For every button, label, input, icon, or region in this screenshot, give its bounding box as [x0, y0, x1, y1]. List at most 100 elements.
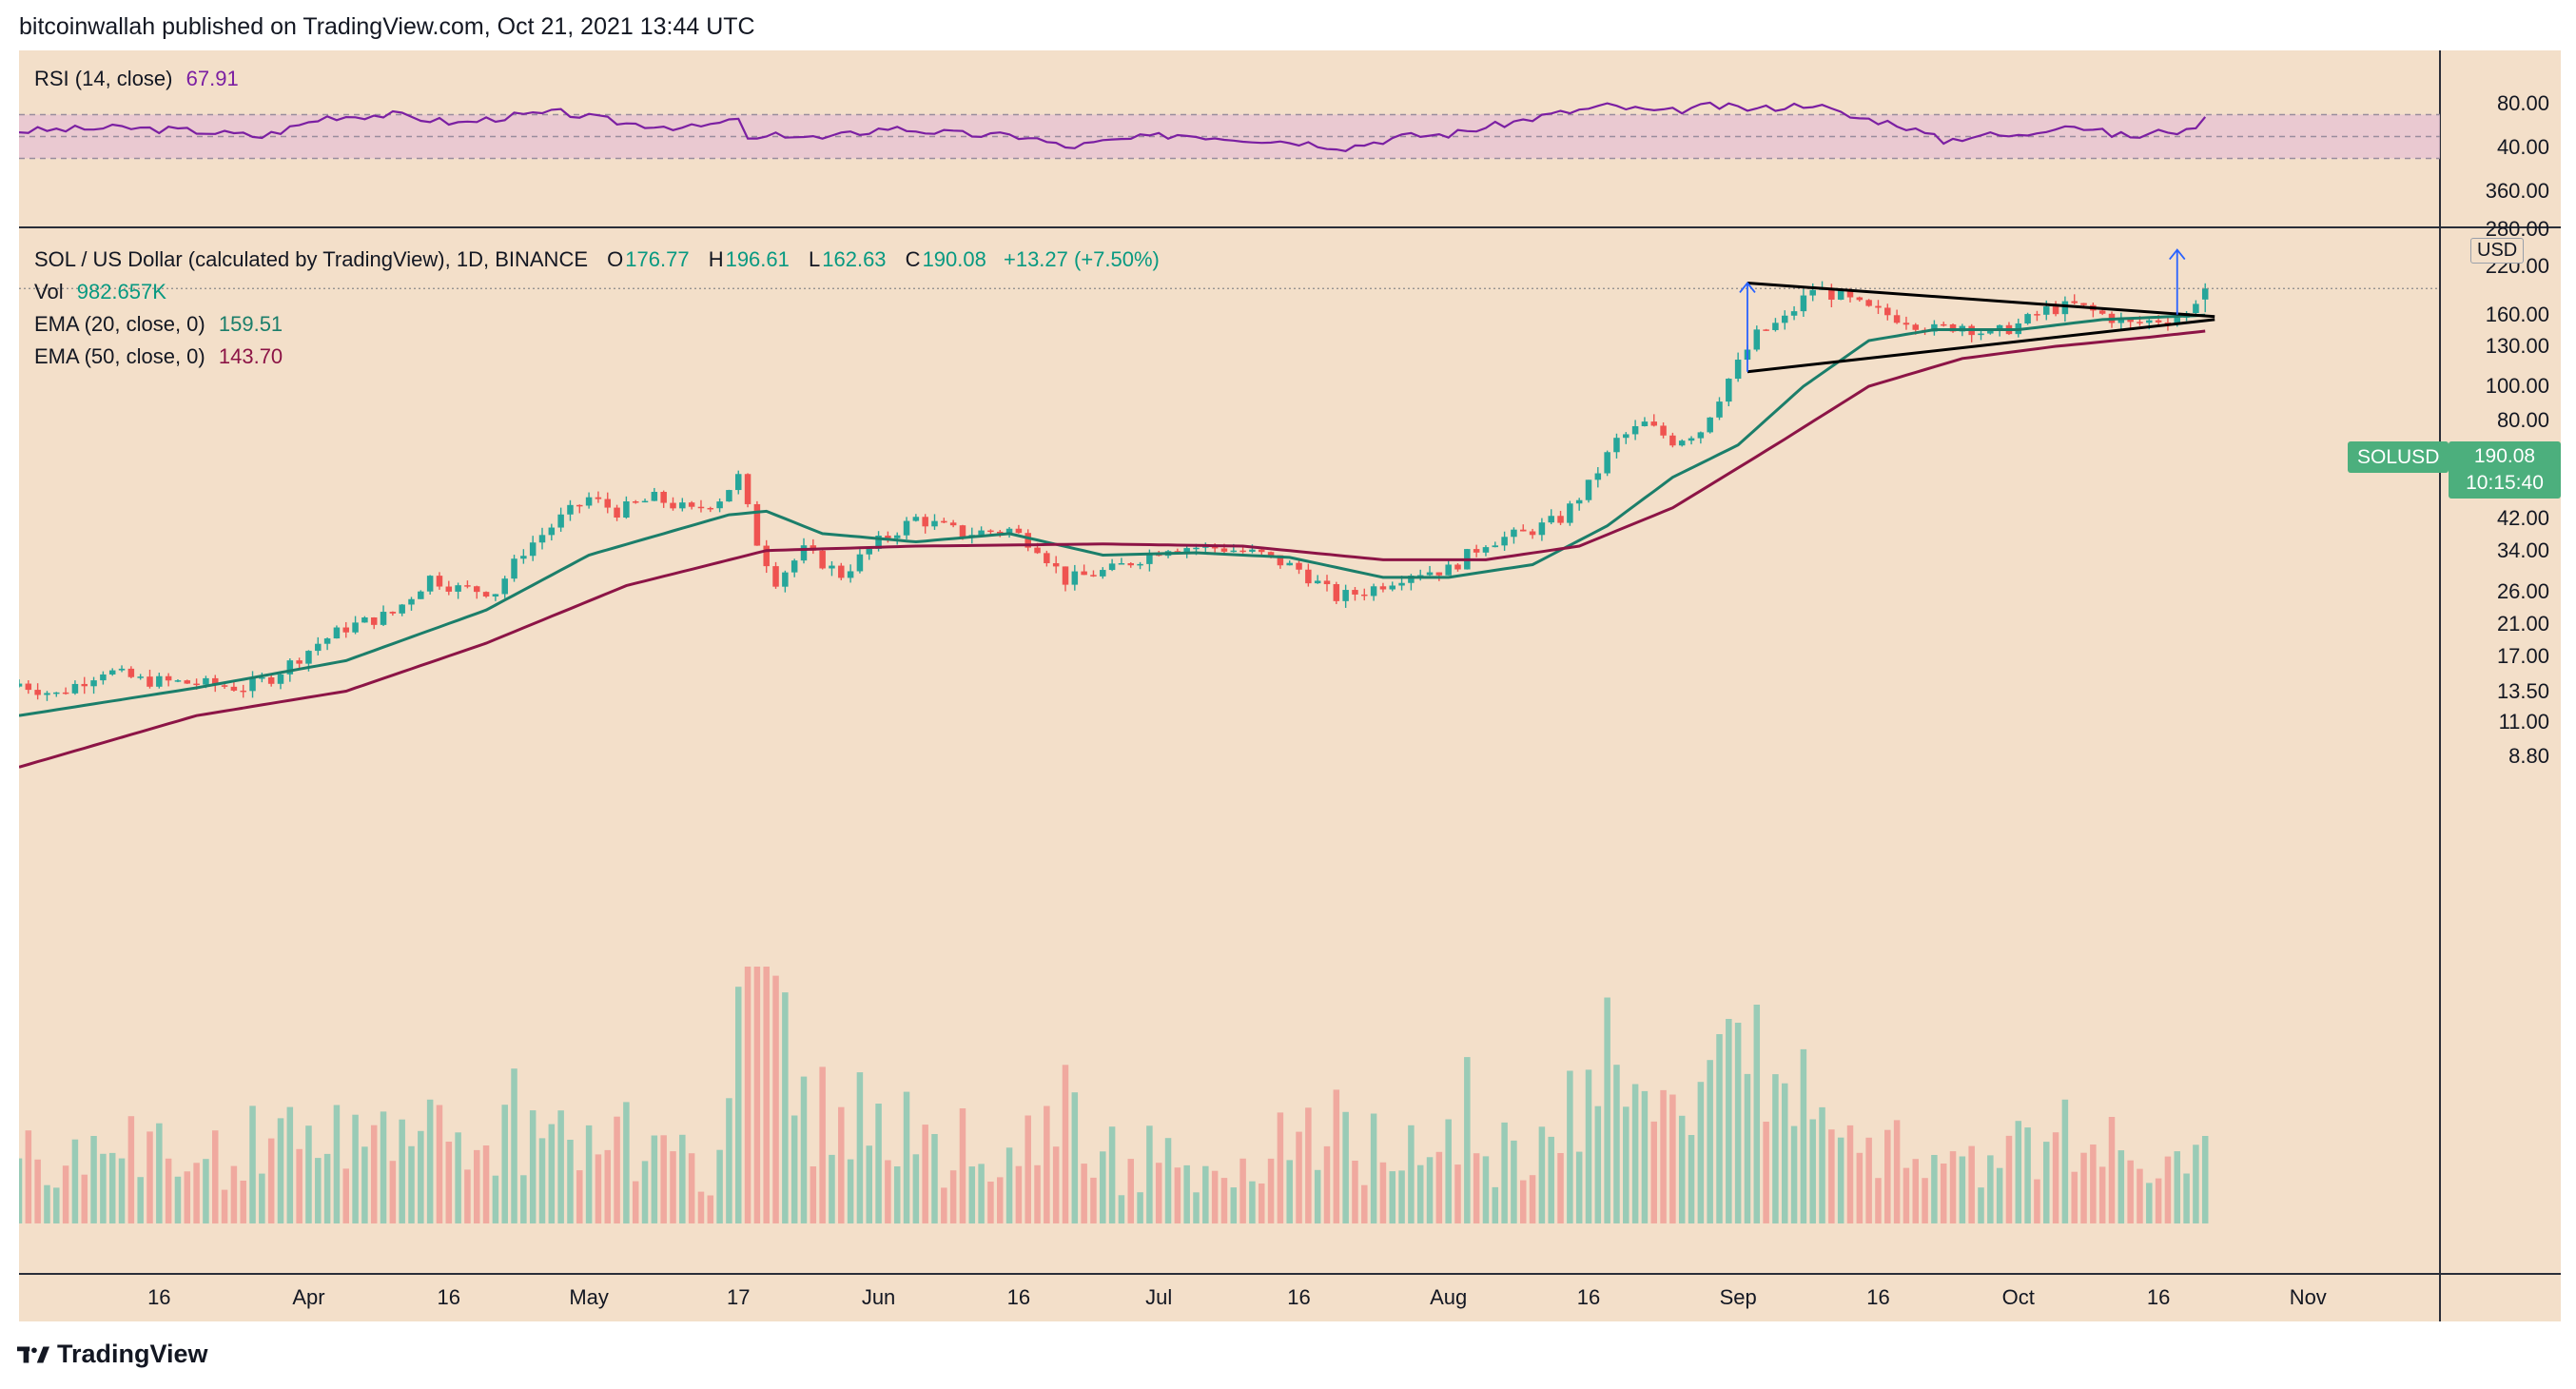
volume-bar — [1286, 1160, 1293, 1223]
volume-bar — [1090, 1177, 1097, 1224]
candle-body — [1323, 580, 1331, 585]
candle-body — [1267, 552, 1275, 556]
volume-bar — [296, 1148, 302, 1223]
candle-body — [1389, 585, 1395, 590]
volume-bar — [1034, 1164, 1041, 1224]
volume-bar — [127, 1116, 135, 1224]
volume-bar — [62, 1165, 69, 1224]
volume-bar — [333, 1105, 341, 1223]
candle-body — [1239, 550, 1246, 553]
candle-body — [1333, 584, 1340, 601]
candle-body — [1146, 553, 1153, 564]
volume-bar — [1118, 1195, 1125, 1224]
volume-bar — [520, 1175, 527, 1224]
volume-bar — [1557, 1153, 1564, 1223]
candle-body — [184, 680, 191, 684]
volume-bar — [1978, 1187, 1984, 1224]
price-tick-label: 130.00 — [2485, 334, 2549, 359]
candle-body — [146, 676, 153, 687]
candle-body — [1716, 401, 1723, 418]
candle-body — [1249, 549, 1256, 552]
candle-body — [679, 502, 686, 509]
volume-bar — [1333, 1089, 1340, 1223]
open-value: 176.77 — [625, 247, 690, 271]
candle-body — [800, 545, 808, 561]
volume-bar — [1445, 1119, 1452, 1223]
volume-bar — [688, 1153, 695, 1223]
tradingview-footer[interactable]: TradingView — [17, 1340, 208, 1369]
volume-bar — [277, 1118, 284, 1223]
candle-body — [1062, 566, 1069, 585]
candle-body — [370, 616, 378, 625]
measure-arrow-head — [2169, 248, 2186, 261]
candle-body — [1903, 323, 1910, 325]
volume-bar — [1389, 1171, 1395, 1224]
volume-group — [19, 967, 2209, 1224]
candle-body — [1940, 323, 1947, 326]
candle-body — [707, 507, 714, 510]
candle-body — [1100, 570, 1106, 577]
candle-body — [305, 651, 312, 664]
volume-bar — [1146, 1125, 1153, 1224]
volume-bar — [2071, 1171, 2078, 1223]
volume-bar — [1164, 1138, 1172, 1224]
currency-badge[interactable]: USD — [2470, 238, 2525, 264]
candle-body — [1800, 295, 1807, 312]
close-key: C — [905, 247, 921, 271]
candle-body — [1763, 329, 1769, 331]
volume-bar — [1575, 1151, 1583, 1223]
volume-bar — [1623, 1106, 1630, 1223]
volume-bar — [2080, 1152, 2087, 1224]
volume-bar — [2127, 1160, 2134, 1224]
candle-body — [893, 535, 901, 538]
volume-bar — [800, 1076, 808, 1223]
volume-bar — [753, 967, 761, 1223]
change-value: +13.27 (+7.50%) — [1003, 247, 1160, 271]
candle-body — [688, 502, 695, 507]
chart-canvas[interactable] — [19, 50, 2561, 1321]
volume-bar — [660, 1135, 667, 1224]
candle-body — [735, 474, 742, 491]
volume-bar — [903, 1091, 910, 1224]
volume-bar — [2146, 1183, 2153, 1224]
volume-bar — [1819, 1106, 1825, 1223]
volume-bar — [2201, 1136, 2209, 1223]
volume-bar — [2155, 1178, 2162, 1224]
volume-bar — [90, 1136, 97, 1223]
volume-bar — [810, 1166, 817, 1223]
volume-bar — [651, 1135, 658, 1223]
candle-body — [1127, 563, 1134, 566]
candle-body — [614, 507, 620, 518]
volume-bar — [875, 1104, 882, 1223]
volume-bar — [1492, 1186, 1499, 1224]
volume-bar — [249, 1105, 256, 1223]
candle-body — [856, 554, 864, 572]
volume-bar — [1837, 1137, 1844, 1224]
candle-body — [1772, 323, 1779, 330]
volume-bar — [1567, 1070, 1573, 1223]
candle-body — [1398, 582, 1405, 586]
chart-frame[interactable]: RSI (14, close) 67.91 SOL / US Dollar (c… — [19, 50, 2561, 1321]
candle-body — [2127, 318, 2134, 323]
volume-bar — [174, 1176, 182, 1224]
volume-bar — [53, 1187, 60, 1224]
volume-bar — [1361, 1184, 1368, 1223]
candle-body — [53, 692, 60, 694]
volume-bar — [866, 1145, 872, 1223]
candle-body — [1193, 547, 1200, 550]
candle-body — [118, 668, 126, 671]
candle-body — [2052, 306, 2059, 315]
candle-body — [819, 550, 826, 569]
last-price-tag: 190.08 10:15:40 — [2449, 441, 2561, 499]
candle-body — [1445, 564, 1452, 576]
candle-body — [323, 638, 331, 644]
candle-body — [1641, 421, 1649, 426]
candle-body — [1370, 586, 1377, 597]
volume-bar — [1352, 1161, 1358, 1224]
candle-body — [949, 522, 957, 526]
volume-bar — [361, 1146, 368, 1224]
volume-bar — [1220, 1178, 1228, 1224]
volume-bar — [1202, 1165, 1209, 1224]
candle-body — [333, 627, 341, 639]
volume-bar — [604, 1149, 611, 1224]
